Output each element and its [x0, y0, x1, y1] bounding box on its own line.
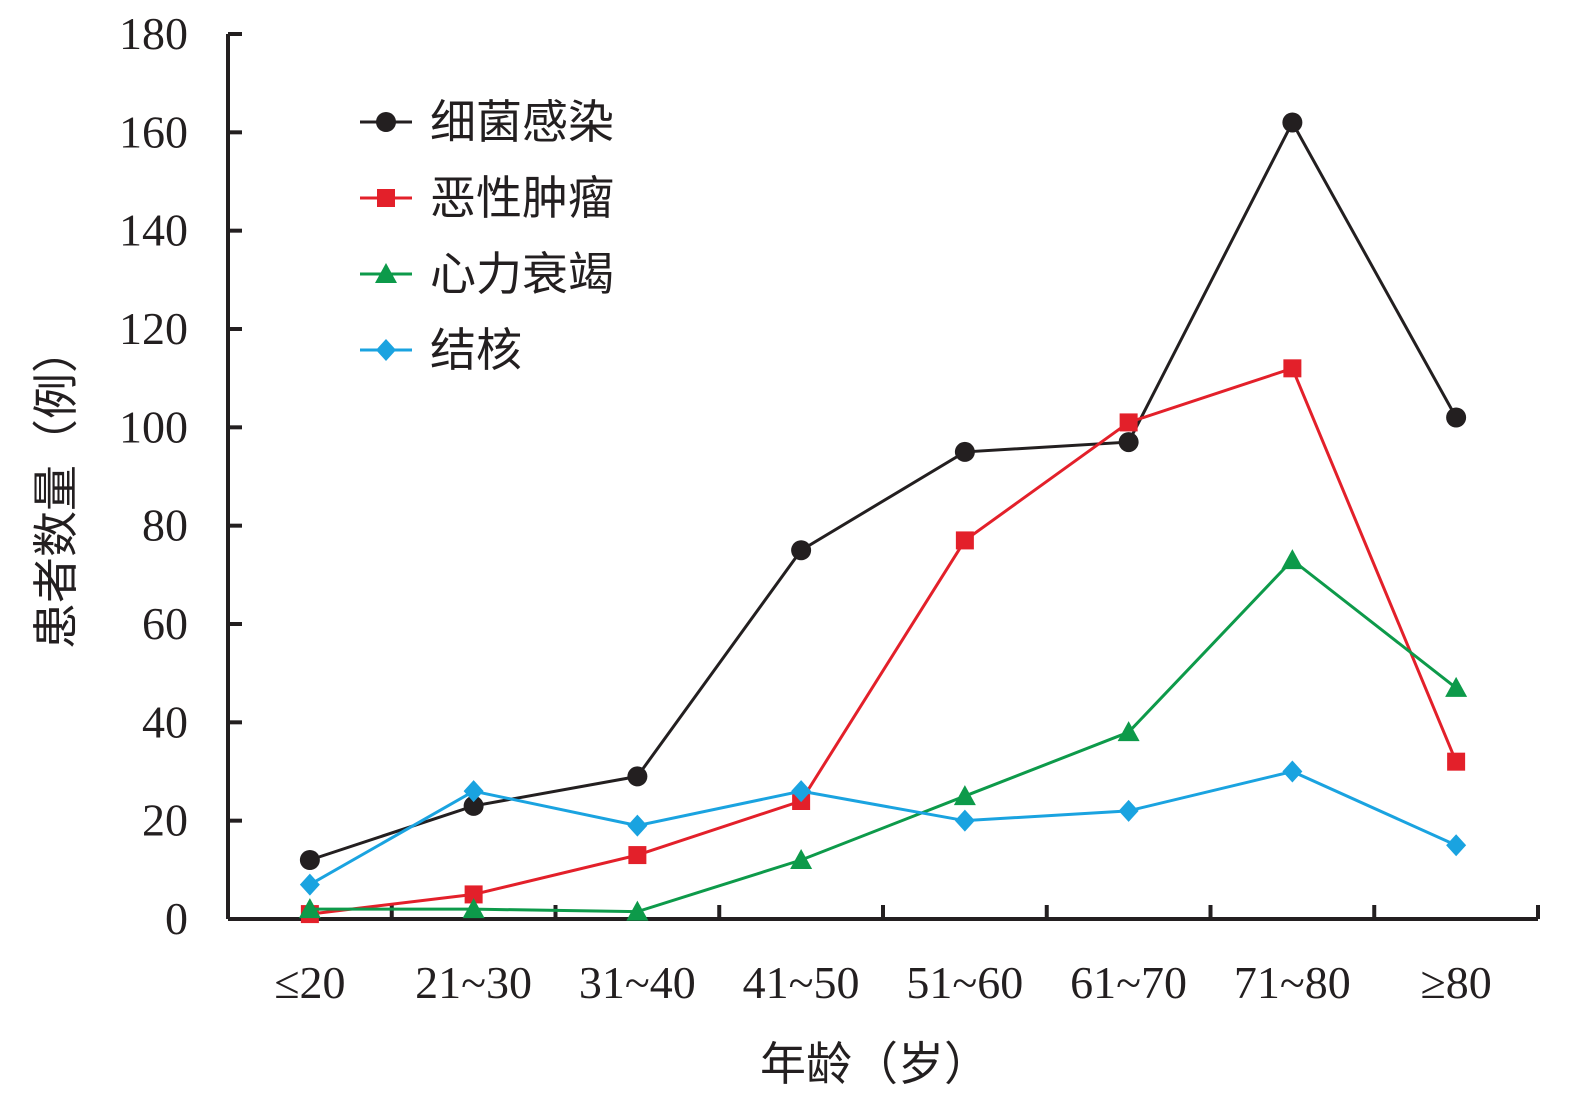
x-tick-label: 51~60: [906, 957, 1023, 1008]
data-point: [628, 846, 647, 865]
legend-marker: [376, 339, 396, 361]
series-layer: [298, 112, 1468, 924]
data-point: [299, 873, 320, 896]
legend-item: 恶性肿瘤: [360, 173, 614, 224]
legend-item: 细菌感染: [360, 97, 614, 148]
legend-label: 心力衰竭: [430, 249, 614, 300]
axes: 0 20 40 60 80 100 120 140 160 180 ≤20 21~30 31~40 41~…: [119, 8, 1540, 1008]
y-axis-title: 患者数量（例）: [31, 327, 82, 649]
x-tick-label: 71~80: [1234, 957, 1351, 1008]
data-point: [1445, 676, 1468, 697]
data-point: [463, 780, 484, 803]
data-point: [298, 898, 321, 919]
legend-marker: [376, 112, 396, 132]
data-point: [1118, 432, 1139, 453]
data-point: [1447, 752, 1466, 771]
data-point: [1118, 799, 1139, 822]
y-tick-label: 60: [142, 598, 188, 649]
x-tick-label: ≤20: [274, 957, 345, 1008]
data-point: [954, 441, 975, 462]
data-point: [464, 885, 483, 904]
data-point: [1119, 413, 1138, 432]
data-point: [627, 766, 648, 787]
y-tick-label: 20: [142, 795, 188, 846]
data-point: [626, 900, 649, 921]
x-tick-label: 31~40: [579, 957, 696, 1008]
series-2: [300, 359, 1466, 924]
x-tick-label: 41~50: [743, 957, 860, 1008]
x-tick-label: 61~70: [1070, 957, 1187, 1008]
series-1: [299, 112, 1467, 870]
data-point: [1282, 760, 1303, 783]
y-tick-label: 120: [119, 303, 188, 354]
data-point: [1446, 407, 1467, 428]
x-axis-title: 年龄（岁）: [760, 1039, 990, 1090]
y-tick-label: 0: [165, 893, 188, 944]
series-4: [299, 760, 1467, 896]
series-3: [298, 549, 1468, 921]
data-point: [954, 809, 975, 832]
legend-marker: [375, 263, 397, 283]
legend-label: 细菌感染: [430, 97, 614, 148]
data-point: [463, 795, 484, 816]
legend-item: 结核: [360, 325, 522, 376]
series-line: [309, 769, 1457, 886]
data-point: [790, 849, 813, 869]
data-point: [1117, 721, 1140, 742]
legend-item: 心力衰竭: [360, 249, 614, 300]
legend-label: 恶性肿瘤: [430, 173, 614, 224]
y-tick-label: 160: [119, 106, 188, 157]
series-line: [309, 558, 1458, 914]
x-tick-label: ≥80: [1421, 957, 1492, 1008]
legend-marker: [377, 189, 395, 207]
data-point: [1282, 112, 1303, 133]
data-point: [627, 814, 648, 837]
series-line: [309, 119, 1458, 862]
x-tick-label: 21~30: [415, 957, 532, 1008]
y-tick-label: 180: [119, 8, 188, 59]
data-point: [1446, 834, 1467, 857]
data-point: [1281, 549, 1304, 570]
data-point: [953, 785, 976, 806]
data-point: [791, 540, 812, 561]
data-point: [1283, 359, 1302, 378]
data-point: [791, 780, 812, 803]
y-tick-label: 40: [142, 696, 188, 747]
y-tick-label: 100: [119, 401, 188, 452]
y-tick-label: 80: [142, 500, 188, 551]
series-line: [309, 366, 1458, 916]
data-point: [462, 898, 485, 919]
data-point: [955, 531, 974, 550]
data-point: [299, 850, 320, 870]
legend-label: 结核: [430, 325, 522, 376]
y-tick-label: 140: [119, 205, 188, 256]
